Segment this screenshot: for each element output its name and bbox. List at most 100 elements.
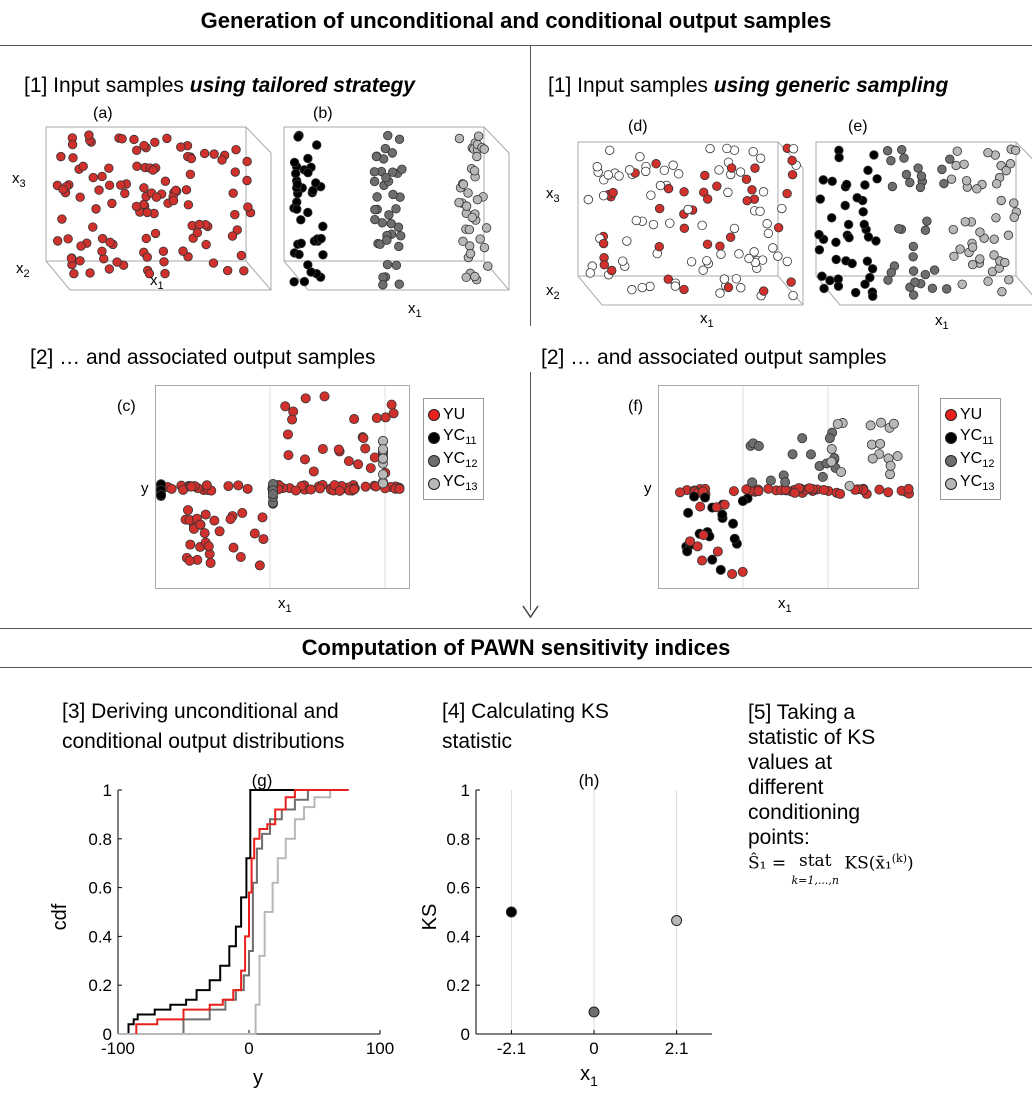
- sample-point: [840, 200, 850, 211]
- sample-point: [66, 253, 77, 264]
- cdf-line: [135, 789, 349, 1034]
- sample-point: [289, 157, 300, 168]
- x-tick-label: 0: [589, 1039, 598, 1058]
- sample-point: [473, 131, 484, 141]
- sample-point: [183, 200, 194, 210]
- sample-point: [815, 194, 826, 204]
- sample-point: [470, 271, 480, 282]
- sample-point: [303, 153, 313, 164]
- sample-point: [867, 264, 878, 274]
- step4-line1: [4] Calculating KS: [442, 700, 609, 723]
- sample-point: [85, 268, 95, 278]
- sample-point: [370, 204, 380, 215]
- plot-a-3d-input-tailored: [45, 126, 272, 291]
- output-point: [300, 393, 311, 404]
- legend-item: YC13: [945, 472, 994, 495]
- output-point: [866, 439, 877, 450]
- output-point: [308, 466, 319, 477]
- output-point: [695, 501, 706, 512]
- divider-top: [0, 45, 1032, 46]
- legend-marker-yc12: [945, 454, 957, 467]
- sample-point: [472, 195, 483, 205]
- sample-point: [731, 274, 742, 284]
- step5-line: points:: [748, 826, 810, 849]
- axis-label-x2-d: x2: [546, 282, 560, 302]
- output-point: [737, 496, 748, 507]
- output-point: [254, 560, 265, 571]
- output-point: [305, 484, 316, 495]
- sample-point: [715, 288, 725, 298]
- sample-point: [755, 153, 766, 163]
- sample-point: [142, 207, 152, 218]
- cdf-line: [118, 789, 349, 1035]
- output-point: [360, 443, 371, 454]
- left-step1-title: [1] Input samples using tailored strateg…: [24, 74, 415, 97]
- section-title-generation: Generation of unconditional and conditio…: [200, 8, 832, 33]
- sample-point: [788, 144, 799, 154]
- sample-point: [598, 190, 609, 201]
- sample-point: [729, 223, 740, 234]
- sample-point: [826, 213, 837, 223]
- sample-point: [236, 250, 247, 261]
- sample-point: [654, 242, 664, 252]
- step5-text: [5] Taking a statistic of KS values at d…: [748, 700, 875, 850]
- output-point: [360, 481, 371, 492]
- sample-point: [599, 260, 610, 270]
- sample-point: [860, 180, 870, 190]
- output-point: [832, 419, 843, 430]
- output-point: [903, 483, 914, 494]
- legend-f: YU YC11 YC12 YC13: [940, 398, 1002, 500]
- legend-label: YC12: [960, 450, 995, 471]
- output-point: [195, 519, 206, 530]
- sample-point: [700, 170, 710, 181]
- sample-point: [755, 206, 765, 217]
- sample-point: [144, 268, 155, 279]
- sample-point: [646, 190, 656, 200]
- output-point: [184, 555, 195, 566]
- output-point: [835, 488, 846, 499]
- sample-point: [991, 213, 1001, 223]
- sample-point: [316, 233, 326, 244]
- sample-point: [78, 161, 88, 172]
- sample-point: [479, 242, 490, 253]
- sample-point: [139, 183, 149, 193]
- sample-point: [464, 224, 475, 235]
- sample-point: [645, 281, 655, 292]
- sample-point: [663, 183, 674, 194]
- sample-point: [641, 166, 651, 177]
- output-point: [763, 483, 774, 494]
- output-point: [826, 444, 837, 455]
- sample-point: [967, 259, 978, 270]
- sample-point: [472, 151, 482, 162]
- sample-point: [97, 246, 107, 256]
- output-point: [203, 541, 214, 552]
- sample-point: [637, 282, 647, 293]
- output-point: [377, 453, 388, 464]
- sample-point: [483, 261, 493, 271]
- output-point: [228, 542, 239, 553]
- output-point: [753, 486, 764, 497]
- y-tick-label: 0.4: [88, 927, 112, 946]
- y-tick-label: 0.6: [88, 879, 112, 898]
- sample-point: [777, 203, 787, 214]
- axis-label-y-f: y: [644, 480, 652, 497]
- sample-point: [461, 201, 472, 211]
- sample-point: [52, 236, 63, 246]
- output-point: [875, 438, 886, 449]
- sample-point: [311, 178, 321, 188]
- sample-point: [975, 227, 985, 237]
- sample-point: [369, 167, 380, 177]
- output-point: [787, 449, 798, 460]
- output-point: [867, 453, 878, 464]
- sample-point: [303, 167, 313, 178]
- sample-point: [814, 245, 825, 255]
- panel-label-b: (b): [313, 105, 333, 122]
- sample-point: [318, 250, 328, 260]
- sample-point: [748, 146, 758, 157]
- output-point: [319, 391, 330, 402]
- output-point: [290, 485, 301, 496]
- legend-item: YU: [945, 403, 994, 426]
- legend-item: YC12: [945, 449, 994, 472]
- sample-point: [230, 209, 240, 220]
- sample-point: [831, 237, 841, 247]
